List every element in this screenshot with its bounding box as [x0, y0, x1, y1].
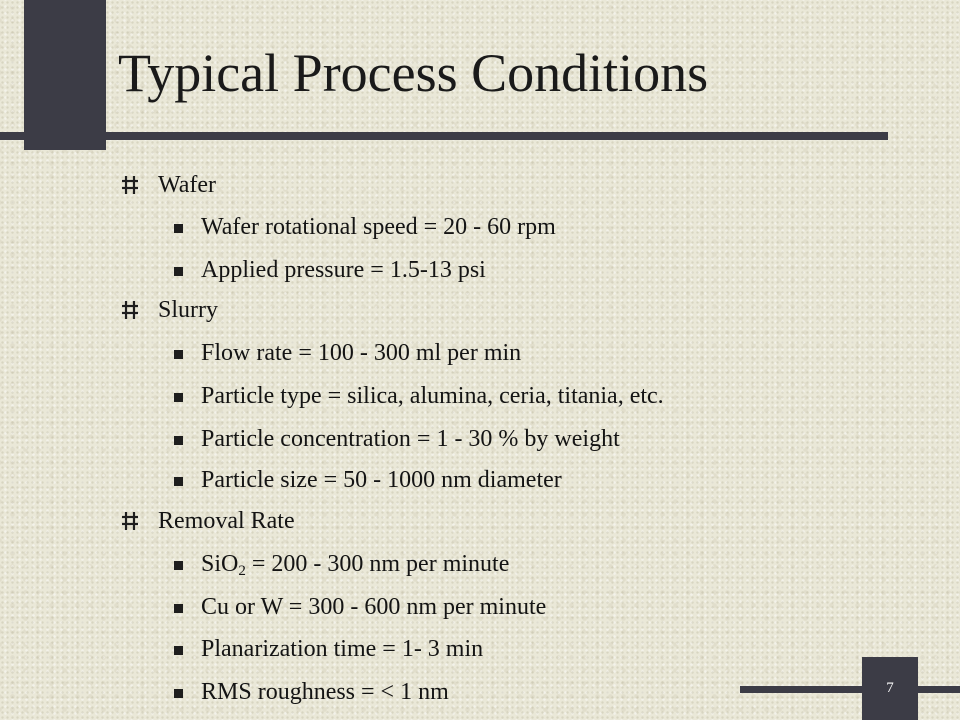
- hash-bullet-icon: [121, 174, 143, 196]
- square-bullet-icon: [174, 689, 183, 698]
- formula-subscript: 2: [238, 563, 246, 579]
- hash-bullet-icon: [121, 510, 143, 532]
- item-text: Particle size = 50 - 1000 nm diameter: [201, 467, 562, 493]
- item-text: Planarization time = 1- 3 min: [201, 636, 484, 662]
- square-bullet-icon: [174, 604, 183, 613]
- square-bullet-icon: [174, 561, 183, 570]
- square-bullet-icon: [174, 224, 183, 233]
- item-text: Cu or W = 300 - 600 nm per minute: [201, 594, 547, 620]
- item-text: RMS roughness = < 1 nm: [201, 679, 449, 705]
- title-accent-bar: [24, 0, 106, 150]
- item-text: Wafer rotational speed = 20 - 60 rpm: [201, 214, 556, 240]
- footer-rule: [740, 686, 960, 693]
- square-bullet-icon: [174, 646, 183, 655]
- square-bullet-icon: [174, 477, 183, 486]
- square-bullet-icon: [174, 350, 183, 359]
- item-text: Flow rate = 100 - 300 ml per min: [201, 340, 522, 366]
- page-number: 7: [886, 680, 894, 696]
- title-rule: [0, 132, 888, 140]
- hash-bullet-icon: [121, 299, 143, 321]
- page-number-box: 7: [862, 657, 918, 720]
- formula-base: SiO: [201, 551, 239, 577]
- item-text: Particle concentration = 1 - 30 % by wei…: [201, 426, 620, 452]
- slide-title: Typical Process Conditions: [118, 43, 709, 103]
- heading-text: Removal Rate: [158, 508, 295, 534]
- item-text: Particle type = silica, alumina, ceria, …: [201, 383, 664, 409]
- heading-text: Wafer: [158, 172, 217, 198]
- heading-text: Slurry: [158, 297, 218, 323]
- formula-rest: = 200 - 300 nm per minute: [245, 551, 510, 577]
- square-bullet-icon: [174, 393, 183, 402]
- item-text: Applied pressure = 1.5-13 psi: [201, 257, 486, 283]
- item-text: SiO2 = 200 - 300 nm per minute: [201, 551, 510, 579]
- square-bullet-icon: [174, 267, 183, 276]
- square-bullet-icon: [174, 436, 183, 445]
